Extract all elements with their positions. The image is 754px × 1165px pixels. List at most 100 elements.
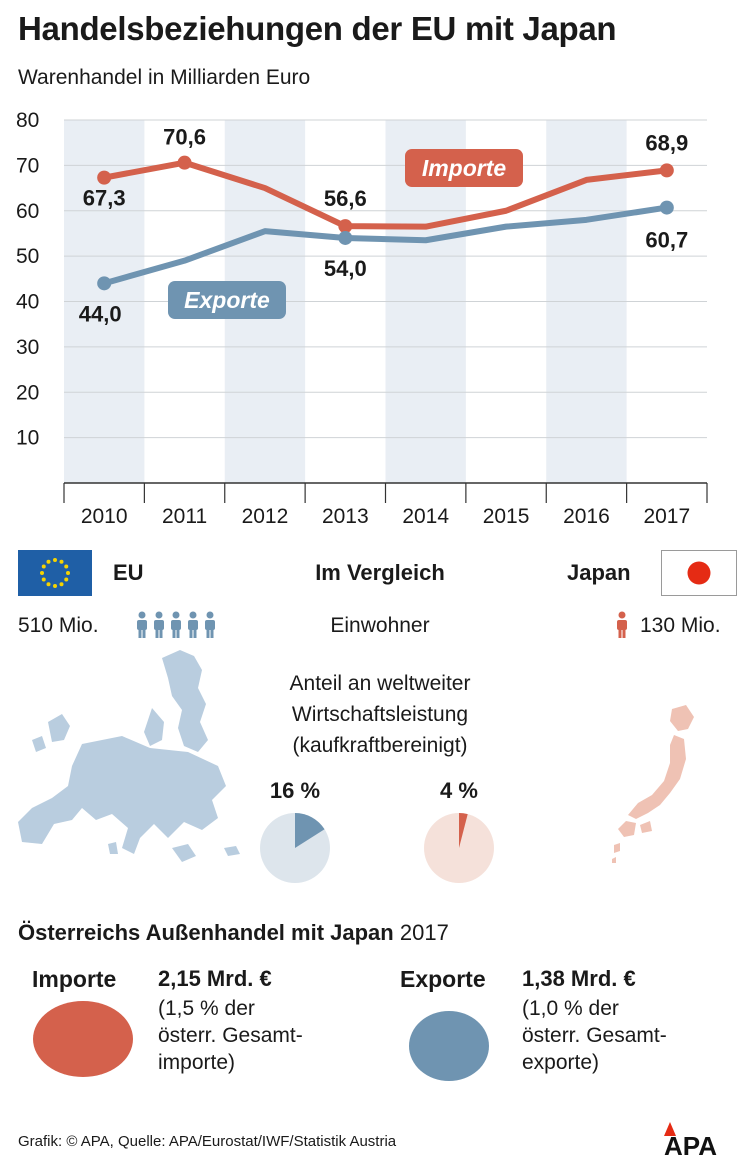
person-icon xyxy=(172,628,176,638)
data-point-exporte xyxy=(338,230,353,245)
data-label: 70,6 xyxy=(163,125,206,150)
austria-imports-label: Importe xyxy=(32,966,117,992)
data-label: 68,9 xyxy=(645,130,688,155)
data-label: 60,7 xyxy=(645,228,688,253)
austria-imports-note: (1,5 % der österr. Gesamt- importe) xyxy=(158,997,303,1074)
y-tick-label: 70 xyxy=(16,154,39,177)
series-line-exporte xyxy=(101,204,670,287)
austria-exports-note: (1,0 % der österr. Gesamt- exporte) xyxy=(522,997,667,1074)
person-icon xyxy=(142,628,146,638)
chart-subtitle: Warenhandel in Milliarden Euro xyxy=(18,66,311,89)
austria-imports-amount: 2,15 Mrd. € xyxy=(158,966,272,991)
person-icon xyxy=(176,628,180,638)
data-point-importe xyxy=(177,155,192,170)
data-point-importe xyxy=(659,163,674,178)
comparison-heading: Im Vergleich xyxy=(315,560,445,585)
x-tick-label: 2015 xyxy=(483,505,530,528)
person-icon xyxy=(206,611,214,619)
person-icon xyxy=(193,628,197,638)
eu-star-icon xyxy=(59,582,64,587)
eu-label: EU xyxy=(113,560,144,585)
exports-circle xyxy=(409,1011,489,1081)
japan-label: Japan xyxy=(567,560,631,585)
y-tick-label: 50 xyxy=(16,245,39,268)
data-label: 54,0 xyxy=(324,256,367,281)
person-icon xyxy=(189,628,193,638)
austria-heading-bold: Österreichs Außenhandel mit Japan xyxy=(18,920,394,945)
eu-star-icon xyxy=(46,559,51,564)
x-tick-label: 2014 xyxy=(402,505,449,528)
person-icon xyxy=(159,628,163,638)
eu-flag xyxy=(18,550,92,596)
eu-star-icon xyxy=(64,564,69,569)
share-label-line1: Anteil an weltweiter xyxy=(289,672,471,695)
person-icon xyxy=(205,620,215,630)
y-tick-label: 60 xyxy=(16,200,39,223)
imports-circle xyxy=(33,1001,133,1077)
series-line-importe xyxy=(101,159,670,230)
eu-map-icon xyxy=(18,650,240,862)
share-label-line2: Wirtschaftsleistung xyxy=(291,703,469,726)
x-tick-label: 2016 xyxy=(563,505,610,528)
person-icon xyxy=(138,628,142,638)
japan-population-person-icon xyxy=(617,611,627,638)
person-icon xyxy=(137,620,147,630)
eu-star-icon xyxy=(53,584,57,588)
eu-share-pie xyxy=(260,813,330,883)
austria-exports-label: Exporte xyxy=(400,966,486,992)
y-tick-label: 80 xyxy=(16,109,39,132)
source-footer: Grafik: © APA, Quelle: APA/Eurostat/IWF/… xyxy=(18,1133,397,1150)
x-tick-label: 2010 xyxy=(81,505,128,528)
person-icon xyxy=(206,628,210,638)
x-tick-label: 2017 xyxy=(643,505,690,528)
japan-share-pie-slice xyxy=(459,813,468,848)
austria-heading-year: 2017 xyxy=(399,920,449,945)
person-icon xyxy=(172,611,180,619)
share-label-line3: (kaufkraftbereinigt) xyxy=(292,734,468,757)
person-icon xyxy=(154,620,164,630)
austria-exports-amount: 1,38 Mrd. € xyxy=(522,966,636,991)
person-icon xyxy=(171,620,181,630)
data-point-importe xyxy=(338,219,353,234)
y-tick-label: 30 xyxy=(16,336,39,359)
data-label: 67,3 xyxy=(83,186,126,211)
eu-star-icon xyxy=(46,582,51,587)
legend-label-importe: Importe xyxy=(422,155,507,181)
eu-star-icon xyxy=(53,558,57,562)
data-point-exporte xyxy=(659,200,674,215)
legend-box-exporte xyxy=(168,281,286,319)
y-tick-label: 10 xyxy=(16,427,39,450)
share-label: Anteil an weltweiter Wirtschaftsleistung… xyxy=(250,668,510,761)
eu-share-pie-slice xyxy=(295,813,325,848)
data-label: 56,6 xyxy=(324,186,367,211)
austria-heading: Österreichs Außenhandel mit Japan 2017 xyxy=(18,920,449,946)
y-tick-label: 20 xyxy=(16,381,39,404)
x-tick-label: 2011 xyxy=(162,505,207,528)
legend-box-importe xyxy=(405,149,523,187)
population-label: Einwohner xyxy=(330,614,430,637)
x-tick-label: 2012 xyxy=(242,505,289,528)
apa-logo: APA xyxy=(664,1122,717,1158)
eu-share-label: 16 % xyxy=(269,778,321,803)
japan-map-icon xyxy=(612,705,694,863)
eu-star-icon xyxy=(59,559,64,564)
japan-population: 130 Mio. xyxy=(640,614,721,637)
person-icon xyxy=(188,620,198,630)
person-icon xyxy=(210,628,214,638)
data-label: 44,0 xyxy=(79,301,122,326)
y-tick-label: 40 xyxy=(16,291,39,314)
person-icon xyxy=(155,628,159,638)
apa-logo-text: APA xyxy=(664,1131,717,1158)
eu-star-icon xyxy=(64,577,69,582)
data-point-exporte xyxy=(97,276,112,291)
eu-population: 510 Mio. xyxy=(18,614,99,637)
japan-share-label: 4 % xyxy=(440,778,478,803)
legend-label-exporte: Exporte xyxy=(184,287,270,313)
eu-population-people-icon xyxy=(137,611,215,638)
eu-star-icon xyxy=(40,571,44,575)
chart-title: Handelsbeziehungen der EU mit Japan xyxy=(18,10,617,47)
japan-flag xyxy=(661,550,737,596)
person-icon xyxy=(155,611,163,619)
eu-star-icon xyxy=(41,564,46,569)
